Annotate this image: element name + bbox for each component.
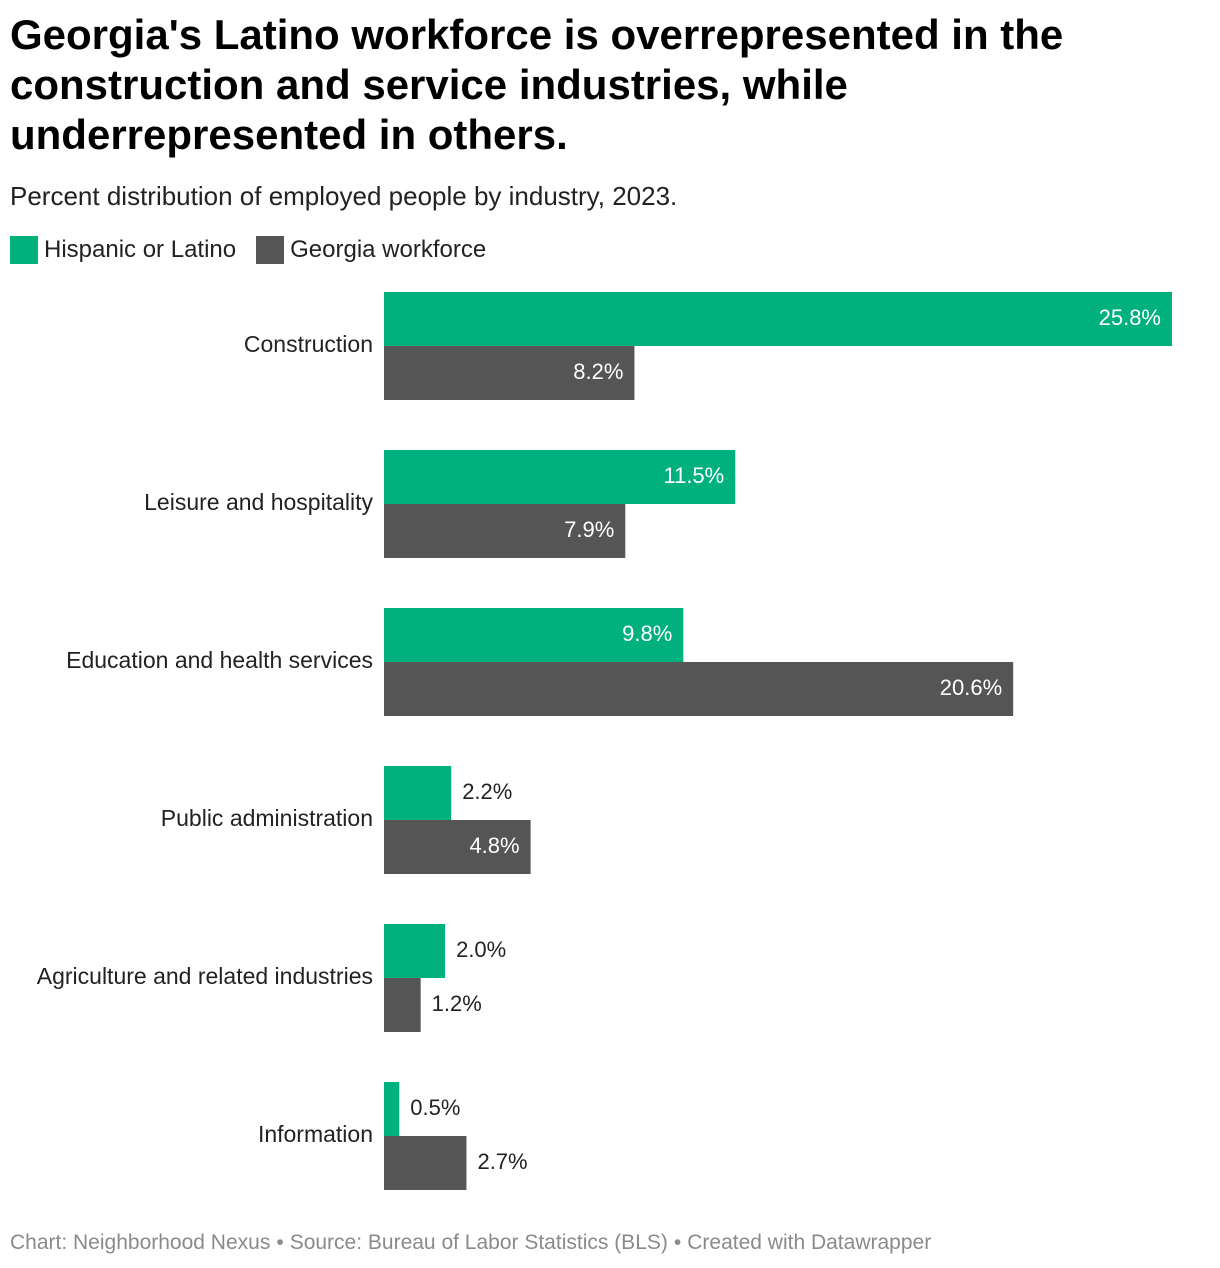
chart-footer: Chart: Neighborhood Nexus • Source: Bureau…: [10, 1228, 931, 1258]
bar-latino-public-administration: [384, 766, 452, 820]
chart-subtitle: Percent distribution of employed people …: [10, 181, 678, 211]
value-label-latino-information: 0.5%: [410, 1095, 460, 1120]
chart-legend: Hispanic or Latino Georgia workforce: [10, 234, 506, 266]
category-label-public-administration: Public administration: [161, 805, 373, 831]
bar-georgia-construction: [384, 346, 635, 400]
bar-georgia-information: [384, 1136, 467, 1190]
legend-swatch-georgia: [256, 236, 285, 264]
value-label-georgia-information: 2.7%: [477, 1149, 527, 1174]
footer-tool: Created with Datawrapper: [687, 1231, 932, 1254]
value-label-latino-construction: 25.8%: [1099, 305, 1161, 330]
value-label-georgia-construction: 8.2%: [573, 359, 623, 384]
value-label-georgia-leisure-and-hospitality: 7.9%: [564, 517, 614, 542]
legend-item-latino: Hispanic or Latino: [10, 234, 236, 266]
legend-label-georgia: Georgia workforce: [290, 236, 487, 263]
bar-georgia-leisure-and-hospitality: [384, 504, 626, 558]
legend-swatch-latino: [10, 236, 38, 264]
value-label-georgia-agriculture-and-related-industries: 1.2%: [432, 991, 482, 1016]
value-label-latino-education-and-health-services: 9.8%: [622, 621, 672, 646]
bar-georgia-education-and-health-services: [384, 662, 1014, 716]
bar-chart: Construction 25.8% 8.2% Leisure and hospita…: [37, 292, 1172, 1190]
footer-separator: •: [673, 1231, 682, 1254]
bar-latino-information: [384, 1082, 400, 1136]
legend-item-georgia: Georgia workforce: [256, 234, 486, 266]
category-label-agriculture-and-related-industries: Agriculture and related industries: [37, 963, 373, 989]
value-label-latino-leisure-and-hospitality: 11.5%: [663, 463, 724, 488]
bar-latino-agriculture-and-related-industries: [384, 924, 446, 978]
value-label-georgia-public-administration: 4.8%: [469, 833, 519, 858]
value-label-georgia-education-and-health-services: 20.6%: [940, 675, 1002, 700]
legend-label-latino: Hispanic or Latino: [44, 236, 237, 263]
footer-source: Source: Bureau of Labor Statistics (BLS): [289, 1231, 668, 1254]
bar-latino-education-and-health-services: [384, 608, 684, 662]
chart-title: Georgia's Latino workforce is overrepres…: [10, 11, 1064, 158]
bar-georgia-agriculture-and-related-industries: [384, 978, 421, 1032]
value-label-latino-agriculture-and-related-industries: 2.0%: [456, 937, 506, 962]
footer-credit: Chart: Neighborhood Nexus: [10, 1231, 271, 1254]
category-label-leisure-and-hospitality: Leisure and hospitality: [144, 489, 373, 515]
category-label-information: Information: [258, 1121, 373, 1147]
category-label-education-and-health-services: Education and health services: [66, 647, 373, 673]
category-label-construction: Construction: [244, 331, 373, 357]
value-label-latino-public-administration: 2.2%: [462, 779, 512, 804]
bar-latino-construction: [384, 292, 1172, 346]
bar-latino-leisure-and-hospitality: [384, 450, 736, 504]
footer-separator: •: [276, 1231, 284, 1254]
bar-georgia-public-administration: [384, 820, 531, 874]
